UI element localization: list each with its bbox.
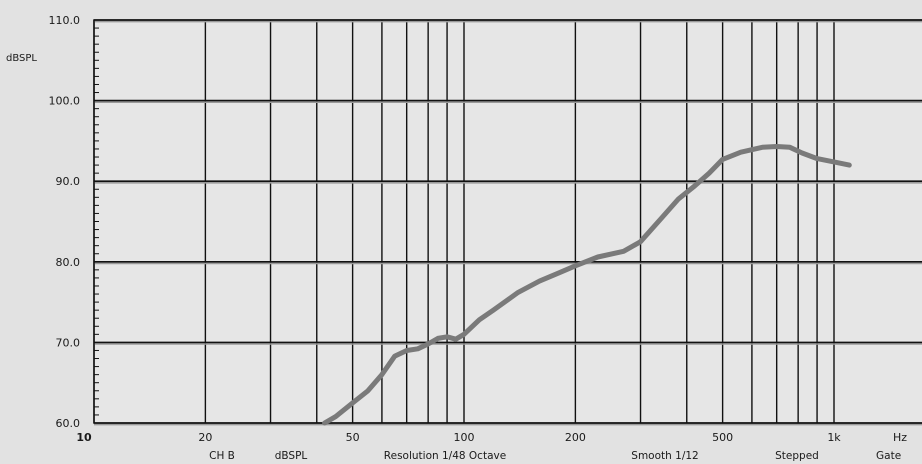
- y-minor-ticks: [94, 27, 99, 416]
- data-point: [596, 255, 600, 259]
- footer-resolution: Resolution 1/48 Octave: [384, 450, 506, 462]
- plot-frame: [93, 19, 922, 424]
- footer-gate: Gate: [876, 450, 901, 462]
- y-tick-label: 70.0: [56, 336, 81, 349]
- data-point: [639, 240, 642, 243]
- data-point: [334, 415, 337, 418]
- data-point: [416, 347, 419, 351]
- data-point: [445, 335, 449, 338]
- y-tick-label: 60.0: [56, 417, 81, 430]
- data-point: [677, 197, 680, 201]
- grid: [93, 19, 922, 426]
- data-point: [436, 337, 440, 340]
- x-tick-label: 1k: [827, 431, 841, 444]
- data-point: [574, 264, 577, 268]
- data-point: [538, 279, 541, 283]
- x-tick-labels: 10 20 50 100 200 500 1k: [76, 431, 841, 444]
- x-tick-label: 200: [565, 431, 586, 444]
- data-point: [405, 349, 408, 352]
- data-point: [739, 150, 743, 154]
- data-point: [462, 333, 466, 336]
- footer-units: dBSPL: [275, 450, 308, 462]
- data-point: [426, 342, 430, 346]
- data-point: [761, 146, 764, 149]
- data-point: [693, 184, 696, 188]
- x-tick-label: 50: [346, 431, 360, 444]
- x-tick-label: 10: [76, 431, 92, 444]
- data-point: [788, 146, 792, 149]
- data-point: [516, 291, 520, 294]
- data-point: [492, 308, 495, 312]
- y-tick-label: 80.0: [56, 256, 81, 269]
- data-point: [721, 158, 724, 161]
- data-point: [557, 271, 560, 275]
- data-point: [380, 373, 384, 376]
- y-tick-label: 110.0: [49, 14, 81, 27]
- data-point: [478, 318, 481, 322]
- footer-stepped: Stepped: [775, 450, 819, 462]
- x-tick-label: 20: [198, 431, 212, 444]
- y-tick-label: 90.0: [56, 175, 81, 188]
- data-point: [622, 250, 625, 253]
- x-tick-label: 100: [454, 431, 475, 444]
- data-point: [775, 145, 778, 148]
- footer-channel: CH B: [209, 450, 235, 462]
- x-tick-label: 500: [712, 431, 733, 444]
- data-point: [708, 171, 711, 175]
- data-point: [323, 421, 326, 425]
- data-point: [366, 389, 370, 392]
- data-point: [848, 163, 851, 167]
- x-axis-unit-label: Hz: [893, 431, 907, 444]
- data-point: [800, 151, 804, 155]
- footer-labels: CH B dBSPL Resolution 1/48 Octave Smooth…: [209, 450, 901, 462]
- data-point: [454, 337, 457, 341]
- data-point: [832, 160, 836, 164]
- data-point: [659, 217, 662, 221]
- series-layer: [322, 144, 852, 426]
- plot-background: [94, 20, 922, 423]
- data-point: [815, 157, 819, 160]
- y-tick-labels: 60.0 70.0 80.0 90.0 100.0 110.0: [49, 14, 81, 430]
- data-point: [393, 354, 396, 358]
- y-tick-label: 100.0: [49, 95, 81, 108]
- footer-smoothing: Smooth 1/12: [631, 450, 698, 462]
- data-point: [351, 401, 354, 405]
- y-axis-unit-label: dBSPL: [6, 53, 37, 64]
